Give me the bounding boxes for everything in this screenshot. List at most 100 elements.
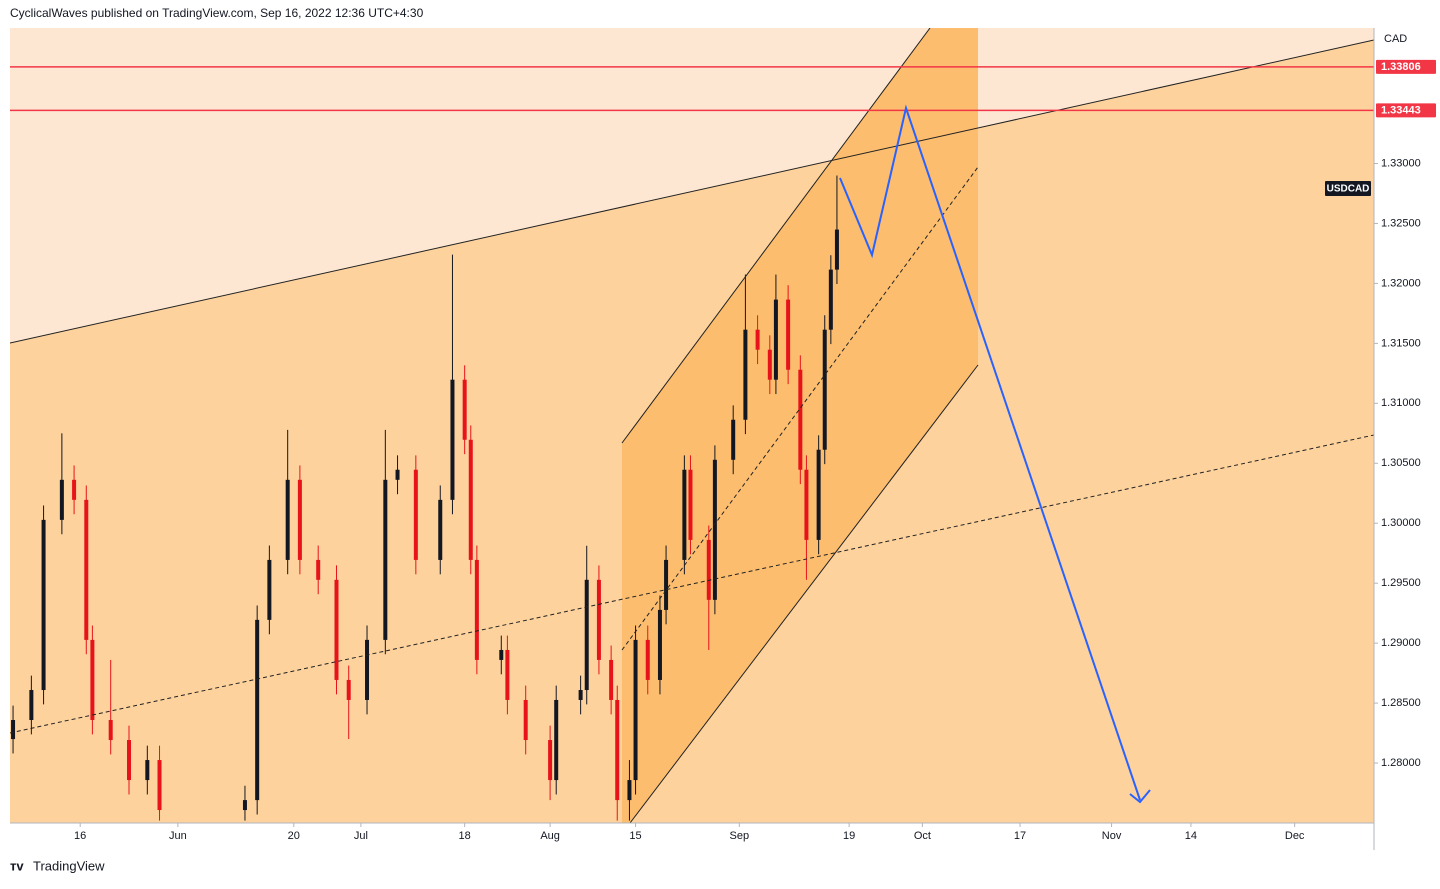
x-tick-label: 19 — [843, 830, 855, 842]
x-tick-label: 15 — [629, 830, 641, 842]
currency-label: CAD — [1384, 33, 1407, 45]
x-tick-label: Oct — [914, 830, 931, 842]
candle-body — [438, 499, 443, 560]
candle-body — [468, 439, 473, 560]
candle-body — [108, 719, 113, 741]
candle-body — [822, 329, 827, 450]
upper-zone — [10, 28, 1374, 343]
x-tick-label: 14 — [1185, 830, 1197, 842]
candle-body — [413, 469, 418, 560]
candle-body — [657, 609, 662, 680]
candle-body — [157, 760, 162, 811]
candle-body — [346, 679, 351, 700]
candle-body — [90, 639, 95, 720]
candle-body — [145, 760, 150, 781]
x-tick-label: 17 — [1014, 830, 1026, 842]
candle-body — [297, 479, 302, 560]
brand: ᴛᴠ TradingView — [10, 858, 105, 873]
candle-body — [834, 229, 839, 270]
y-tick-label: 1.32500 — [1381, 217, 1421, 229]
candle-body — [84, 499, 89, 640]
candle-body — [633, 639, 638, 781]
y-tick-label: 1.28500 — [1381, 697, 1421, 709]
candle-body — [242, 800, 247, 811]
candle-body — [474, 559, 479, 660]
x-tick-label: Jun — [169, 830, 187, 842]
candle-body — [645, 639, 650, 680]
y-tick-label: 1.31500 — [1381, 337, 1421, 349]
candle-body — [786, 299, 791, 370]
x-tick-label: 20 — [288, 830, 300, 842]
projection-path — [839, 104, 1141, 801]
candle-body — [499, 649, 504, 660]
candle-body — [798, 369, 803, 470]
candle-body — [11, 719, 16, 740]
candle-body — [383, 479, 388, 640]
x-tick-label: Aug — [540, 830, 560, 842]
candle-body — [316, 559, 321, 580]
projection-arrow — [1129, 789, 1151, 804]
candle-body — [664, 559, 669, 610]
x-tick-label: 16 — [74, 830, 86, 842]
y-tick-label: 1.30500 — [1381, 457, 1421, 469]
candle-body — [743, 329, 748, 420]
channel-mid — [621, 166, 979, 651]
candle-body — [59, 479, 64, 520]
x-tick-label: Dec — [1285, 830, 1305, 842]
trend-line — [10, 39, 1374, 344]
y-tick-label: 1.33000 — [1381, 157, 1421, 169]
publish-header: CyclicalWaves published on TradingView.c… — [10, 6, 424, 20]
candle-body — [688, 469, 693, 540]
channel-upper — [621, 28, 931, 444]
candle-body — [29, 690, 34, 720]
candle-body — [72, 479, 77, 500]
candle-body — [816, 449, 821, 540]
plot-area — [10, 28, 1374, 823]
price-lines — [10, 66, 1374, 112]
x-tick-label: 18 — [459, 830, 471, 842]
candle-body — [682, 469, 687, 560]
price-tag — [1376, 59, 1436, 74]
candle-body — [773, 299, 778, 380]
candle-body — [712, 459, 717, 600]
price-tag — [1376, 103, 1436, 118]
candles — [11, 175, 839, 821]
trend-mid — [10, 434, 1374, 734]
candle-body — [523, 699, 528, 741]
y-tick-label: 1.29500 — [1381, 577, 1421, 589]
brand-icon: ᴛᴠ — [10, 858, 24, 873]
candle-body — [706, 539, 711, 600]
price-tag-label: 1.33443 — [1381, 104, 1421, 116]
price-tag-label: 1.33806 — [1381, 61, 1421, 73]
candle-body — [365, 639, 370, 700]
channel-lower — [629, 364, 979, 823]
candle-body — [731, 419, 736, 460]
candle-body — [462, 379, 467, 440]
y-tick-label: 1.28000 — [1381, 757, 1421, 769]
brand-name: TradingView — [33, 858, 105, 873]
candle-body — [615, 699, 620, 801]
candle-body — [450, 379, 455, 500]
candle-body — [584, 579, 589, 691]
y-tick-label: 1.31000 — [1381, 397, 1421, 409]
candle-body — [285, 479, 290, 560]
x-tick-label: Jul — [354, 830, 368, 842]
y-tick-label: 1.29000 — [1381, 637, 1421, 649]
y-tick-label: 1.30000 — [1381, 517, 1421, 529]
candle-body — [548, 740, 553, 781]
candle-body — [41, 519, 46, 691]
candle-body — [255, 619, 260, 801]
candle-body — [334, 579, 339, 680]
y-tick-label: 1.32000 — [1381, 277, 1421, 289]
candle-body — [578, 690, 583, 700]
x-tick-label: Nov — [1102, 830, 1122, 842]
candle-body — [804, 469, 809, 540]
candle-body — [596, 579, 601, 660]
candle-body — [828, 269, 833, 330]
axes: 1.28000 1.28500 1.29000 1.29500 1.30000 1.305… — [74, 59, 1436, 842]
candle-body — [627, 780, 632, 801]
candle-body — [127, 740, 132, 781]
candle-body — [755, 329, 760, 350]
candle-body — [767, 349, 772, 380]
